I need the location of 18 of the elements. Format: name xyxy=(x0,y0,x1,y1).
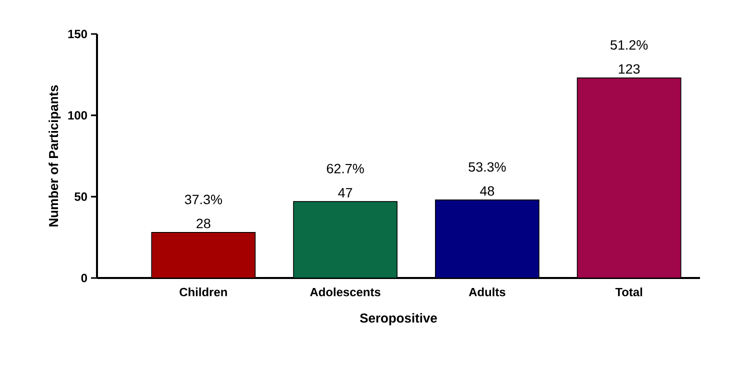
x-tick-label: Total xyxy=(615,288,642,296)
annotation: 53.3% xyxy=(468,162,506,172)
x-tick-label: Adults xyxy=(468,288,506,296)
data-label: 28 xyxy=(196,218,210,228)
x-tick-label: Adolescents xyxy=(310,288,380,296)
y-tick-label: 0 xyxy=(81,274,87,282)
y-tick-label: 100 xyxy=(68,111,87,120)
data-label: 123 xyxy=(618,64,640,74)
data-label: 47 xyxy=(338,188,352,198)
annotation: 51.2% xyxy=(610,40,648,50)
y-tick-label: 50 xyxy=(74,192,87,201)
y-axis-title: Number of Participants xyxy=(48,85,61,226)
annotation: 37.3% xyxy=(184,194,222,204)
annotation: 62.7% xyxy=(326,164,364,174)
x-tick-label: Children xyxy=(180,288,227,296)
data-label: 48 xyxy=(480,186,494,196)
x-axis-title: Seropositive xyxy=(360,313,437,326)
y-tick-label: 150 xyxy=(68,30,87,38)
